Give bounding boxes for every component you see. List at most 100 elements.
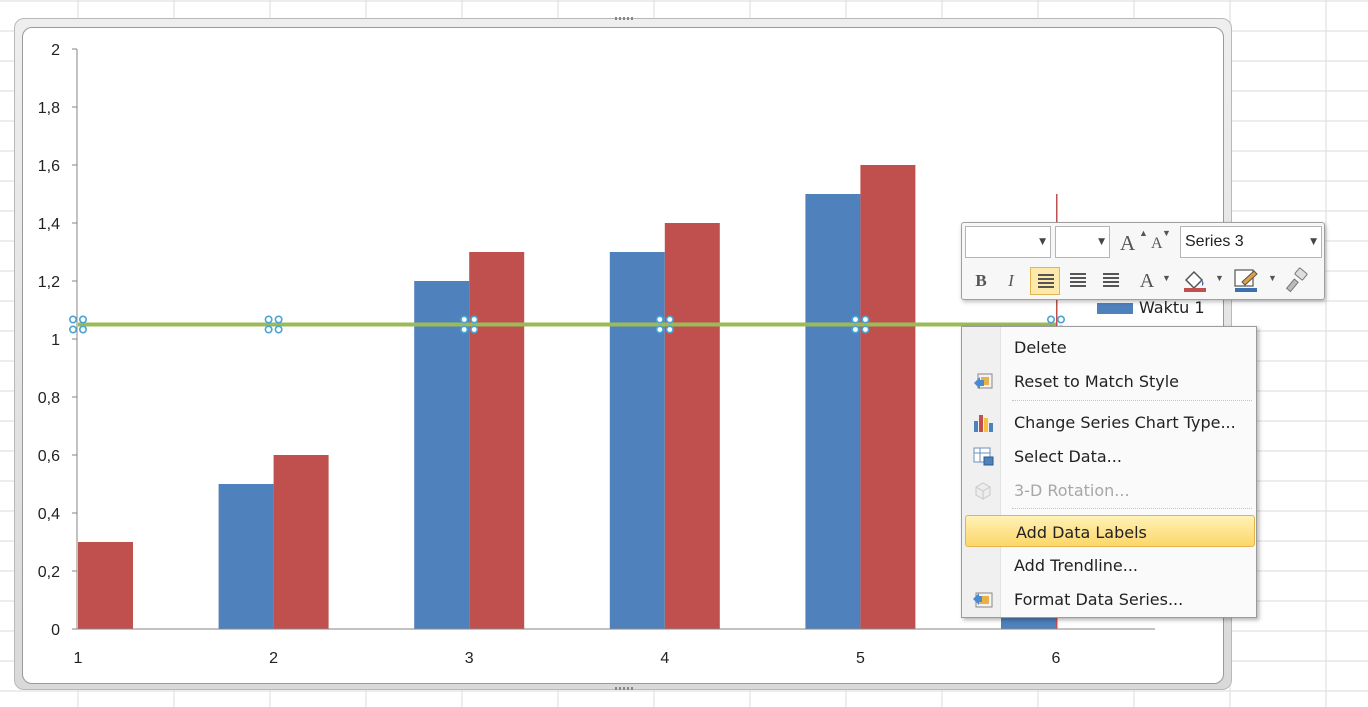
menu-item-label: Add Data Labels (1016, 523, 1147, 542)
legend-entry[interactable]: Waktu 1 (1097, 298, 1227, 320)
x-tick-label: 6 (1052, 650, 1061, 667)
menu-separator (1012, 400, 1252, 401)
menu-item-delete[interactable]: Delete (964, 331, 1254, 363)
selection-handle-dot (1047, 315, 1056, 324)
menu-item-reset-to-match-style[interactable]: Reset to Match Style (964, 365, 1254, 397)
selection-handle-dot (69, 315, 78, 324)
align-right-icon (1103, 273, 1119, 289)
menu-item-change-series-chart-type[interactable]: Change Series Chart Type... (964, 406, 1254, 438)
y-tick-label: 1,6 (38, 158, 60, 175)
bar-series-1[interactable] (414, 281, 470, 629)
y-tick-label: 0,4 (38, 506, 60, 523)
x-tick-label: 3 (465, 650, 474, 667)
selection-handle-dot (665, 315, 674, 324)
selection-handle-dot (460, 325, 469, 334)
y-tick-label: 2 (51, 42, 60, 59)
outline-color-icon[interactable] (1232, 267, 1260, 293)
top-resize-handle[interactable] (615, 17, 635, 20)
font-size-combo[interactable]: ▼ (1055, 226, 1110, 258)
bold-button[interactable]: B (975, 271, 987, 290)
y-tick-label: 1 (51, 332, 60, 349)
selection-handle-dot (274, 325, 283, 334)
series-chevron-down-icon[interactable]: ▼ (1310, 237, 1317, 247)
align-left-icon (1038, 274, 1054, 290)
align-center-icon (1070, 273, 1086, 289)
selection-handle-icon[interactable] (264, 315, 283, 334)
select-data-icon (973, 447, 994, 466)
menu-item-label: 3-D Rotation... (1014, 481, 1130, 500)
selection-handle-dot (78, 325, 88, 334)
selection-handle-icon[interactable] (851, 315, 870, 334)
selection-handle-dot (264, 315, 273, 324)
selection-handle-dot (264, 325, 273, 334)
format-painter-icon[interactable] (1284, 267, 1312, 293)
selection-handle-dot (851, 325, 860, 334)
x-tick-label: 4 (660, 650, 669, 667)
series-selector[interactable]: Series 3 ▼ (1180, 226, 1322, 258)
selection-handle-dot (655, 325, 664, 334)
selection-handle-icon[interactable] (460, 315, 479, 334)
grow-caret-icon: ▲ (1139, 228, 1148, 238)
bar-series-1[interactable] (218, 484, 274, 629)
font-color-button[interactable]: A (1139, 270, 1155, 292)
legend-label: Waktu 1 (1139, 298, 1205, 317)
menu-item-label: Change Series Chart Type... (1014, 413, 1236, 432)
selection-handle-dot (460, 315, 469, 324)
font-size-chevron-down-icon[interactable]: ▼ (1098, 237, 1105, 247)
y-tick-label: 0 (51, 622, 60, 639)
selection-handle-dot (1056, 315, 1066, 324)
menu-item-label: Reset to Match Style (1014, 372, 1180, 391)
grow-font-icon[interactable]: A (1120, 231, 1136, 255)
bar-series-1[interactable] (805, 194, 861, 629)
fill-color-icon[interactable] (1180, 267, 1208, 293)
bar-series-2[interactable] (273, 455, 329, 629)
font-color-chevron-down-icon[interactable]: ▼ (1162, 273, 1171, 283)
menu-item-label: Delete (1014, 338, 1067, 357)
selection-handle-icon[interactable] (655, 315, 674, 334)
reset-style-icon (974, 373, 993, 389)
selection-handle-dot (665, 325, 674, 334)
align-right-button[interactable] (1096, 267, 1126, 295)
y-tick-label: 1,2 (38, 274, 60, 291)
bar-series-2[interactable] (78, 542, 133, 629)
shrink-font-icon[interactable]: A (1151, 235, 1163, 252)
selection-handle-dot (69, 325, 78, 334)
y-tick-label: 1,4 (38, 216, 60, 233)
series-selector-value: Series 3 (1185, 233, 1244, 250)
menu-item-3d-rotation: 3-D Rotation... (964, 474, 1254, 506)
x-tick-label: 1 (74, 650, 83, 667)
selection-handle-dot (655, 315, 664, 324)
bar-series-2[interactable] (469, 252, 525, 629)
selection-handle-dot (470, 325, 479, 334)
menu-item-add-data-labels[interactable]: Add Data Labels (965, 515, 1255, 547)
selection-handle-dot (861, 315, 870, 324)
fill-color-chevron-down-icon[interactable]: ▼ (1215, 273, 1224, 283)
font-name-chevron-down-icon[interactable]: ▼ (1039, 237, 1046, 247)
outline-color-chevron-down-icon[interactable]: ▼ (1268, 273, 1277, 283)
bar-series-1[interactable] (609, 252, 665, 629)
selection-handle-icon[interactable] (69, 315, 88, 334)
context-menu[interactable]: Delete Reset to Match Style Change Serie… (961, 326, 1257, 618)
align-center-button[interactable] (1063, 267, 1093, 295)
menu-item-add-trendline[interactable]: Add Trendline... (964, 549, 1254, 581)
align-left-button[interactable] (1030, 267, 1060, 295)
menu-item-format-data-series[interactable]: Format Data Series... (964, 583, 1254, 615)
chart-type-icon (974, 415, 993, 432)
legend-swatch-icon (1097, 303, 1133, 314)
y-tick-label: 0,8 (38, 390, 60, 407)
font-name-combo[interactable]: ▼ (965, 226, 1051, 258)
mini-toolbar[interactable]: ▼ ▼ A ▲ A ▼ Series 3 ▼ B I A ▼ ▼ ▼ (961, 222, 1325, 300)
x-tick-label: 2 (269, 650, 278, 667)
selection-handle-dot (861, 325, 870, 334)
italic-button[interactable]: I (1008, 271, 1014, 290)
selection-handle-dot (78, 315, 88, 324)
y-tick-label: 1,8 (38, 100, 60, 117)
bar-series-2[interactable] (860, 165, 916, 629)
y-tick-label: 0,2 (38, 564, 60, 581)
bottom-resize-handle[interactable] (615, 687, 635, 690)
menu-item-select-data[interactable]: Select Data... (964, 440, 1254, 472)
menu-item-label: Add Trendline... (1014, 556, 1138, 575)
bar-series-2[interactable] (664, 223, 720, 629)
menu-separator (1012, 508, 1252, 509)
y-tick-label: 0,6 (38, 448, 60, 465)
